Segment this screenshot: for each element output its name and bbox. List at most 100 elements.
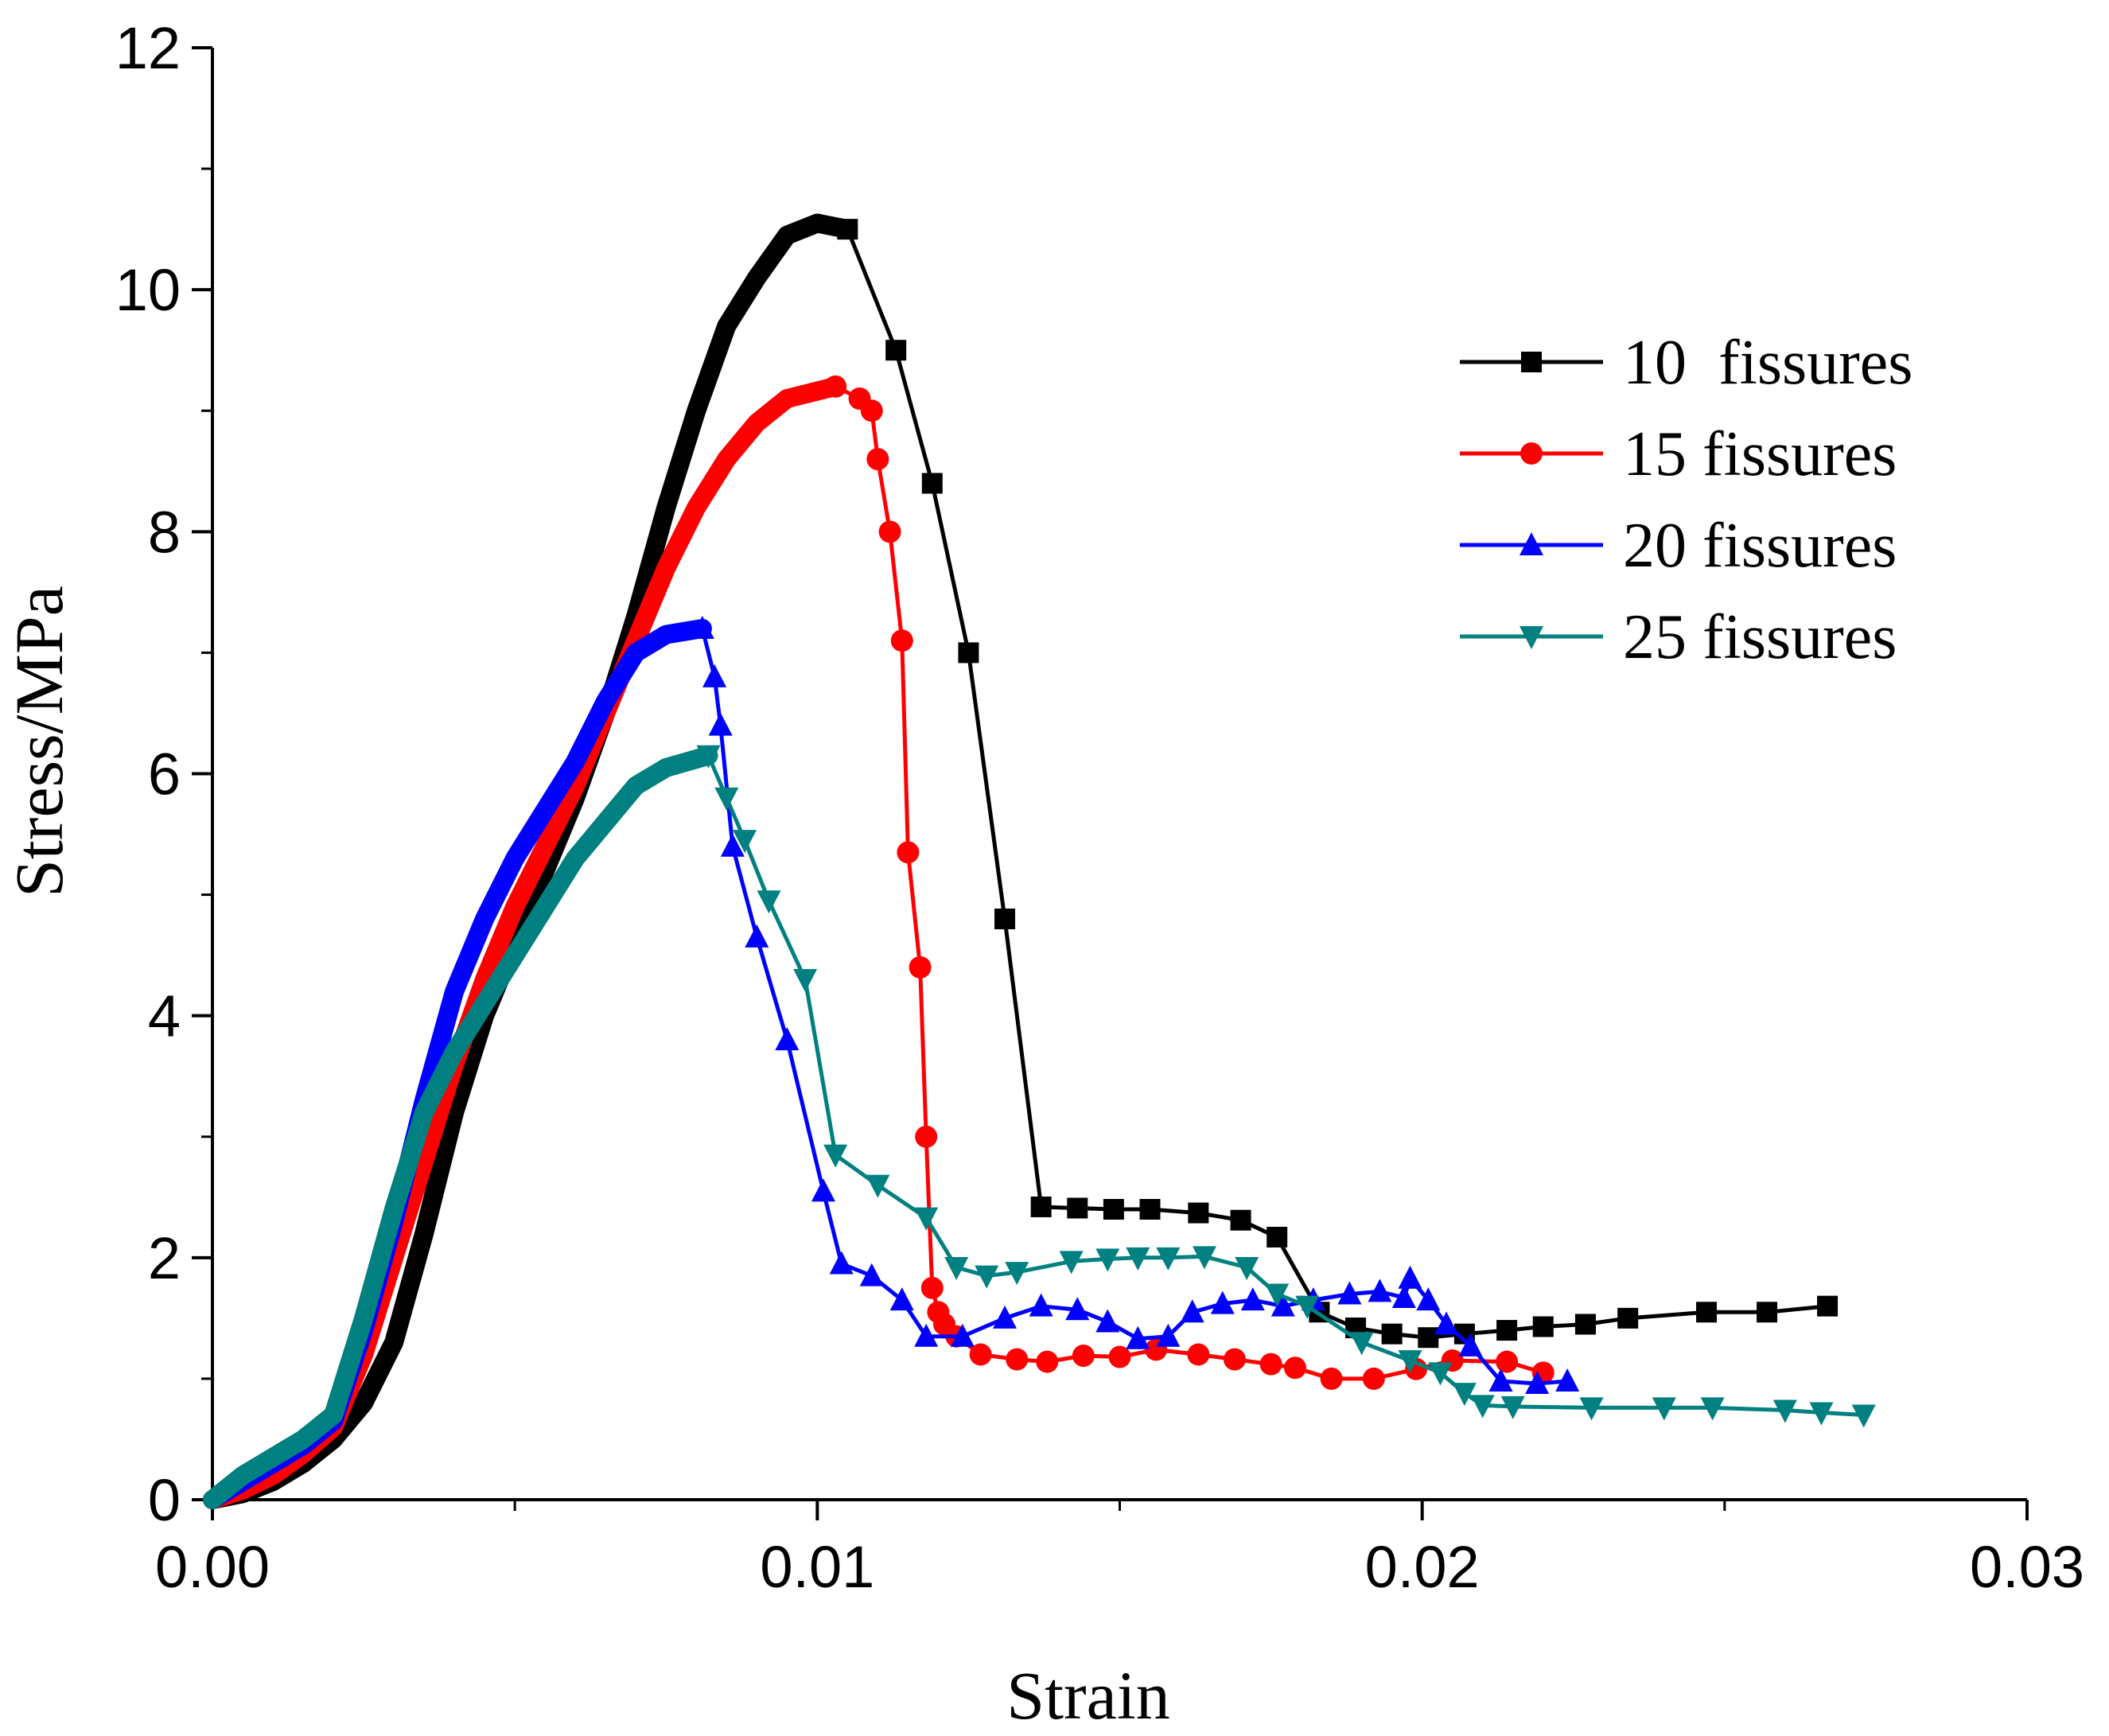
data-point xyxy=(889,1287,914,1311)
data-point xyxy=(1368,1279,1392,1302)
data-point xyxy=(1095,1309,1120,1333)
data-point xyxy=(1006,1348,1029,1371)
data-point xyxy=(1126,1247,1150,1271)
series-4 xyxy=(203,745,1876,1509)
data-point xyxy=(1267,1226,1288,1248)
data-point xyxy=(793,969,818,993)
data-point xyxy=(1434,1311,1459,1335)
y-tick-label: 2 xyxy=(148,1225,181,1291)
data-point xyxy=(866,1174,890,1198)
legend-label: 25 fissures xyxy=(1623,602,1897,672)
y-tick-label: 12 xyxy=(115,15,181,81)
data-point xyxy=(1652,1397,1676,1421)
data-point xyxy=(1555,1368,1580,1392)
data-point xyxy=(885,340,907,361)
data-point xyxy=(1398,1350,1422,1374)
x-tick-label: 0.03 xyxy=(1970,1534,2084,1600)
data-point xyxy=(1851,1404,1876,1428)
data-point xyxy=(1072,1345,1095,1368)
data-point xyxy=(696,745,721,769)
data-point xyxy=(994,909,1016,929)
legend-item: 25 fissures xyxy=(1460,602,1897,672)
data-point xyxy=(915,1125,938,1148)
x-tick-label: 0.01 xyxy=(760,1534,874,1600)
data-point xyxy=(950,1323,975,1347)
series-dense-band xyxy=(203,745,718,1509)
data-point xyxy=(1700,1397,1725,1421)
data-point xyxy=(1103,1199,1124,1220)
data-point xyxy=(878,520,901,543)
data-point xyxy=(969,1343,992,1366)
data-point xyxy=(1809,1402,1834,1426)
data-point xyxy=(914,1207,939,1231)
x-tick-label: 0.00 xyxy=(155,1534,270,1600)
y-tick-label: 8 xyxy=(148,499,181,565)
data-point xyxy=(1030,1196,1052,1217)
data-point xyxy=(920,1276,944,1299)
x-tick-label: 0.02 xyxy=(1365,1534,1480,1600)
data-point xyxy=(859,1263,884,1286)
data-point xyxy=(1156,1247,1181,1271)
data-point xyxy=(1235,1257,1259,1280)
data-point xyxy=(1696,1302,1718,1323)
data-point xyxy=(1108,1345,1131,1368)
legend-marker xyxy=(1520,442,1543,465)
data-point xyxy=(702,664,727,687)
data-point xyxy=(1265,1283,1290,1307)
data-point xyxy=(1532,1316,1554,1337)
data-point xyxy=(1458,1333,1483,1356)
data-point xyxy=(745,924,769,948)
data-point xyxy=(921,473,943,494)
data-point xyxy=(1139,1199,1161,1220)
data-point xyxy=(1095,1248,1120,1272)
data-point xyxy=(1295,1295,1320,1319)
data-point xyxy=(733,830,757,854)
data-point xyxy=(1067,1197,1088,1219)
data-point xyxy=(909,956,932,979)
data-point xyxy=(1391,1285,1416,1309)
data-point xyxy=(890,629,913,652)
data-point xyxy=(944,1257,969,1280)
data-point xyxy=(823,1144,848,1168)
legend-marker xyxy=(1519,626,1543,649)
legend-item: 20 fissures xyxy=(1460,511,1897,581)
data-point xyxy=(1337,1281,1362,1305)
data-point xyxy=(1349,1332,1374,1356)
data-point xyxy=(1772,1399,1797,1423)
data-point xyxy=(914,1323,939,1347)
legend: 10 fissures 15 fissures 20 fissures 25 fiss… xyxy=(1460,328,1912,672)
data-point xyxy=(1579,1397,1604,1421)
data-point xyxy=(1270,1293,1295,1317)
y-tick-label: 6 xyxy=(148,741,181,808)
data-point xyxy=(1192,1246,1216,1270)
data-point xyxy=(1320,1367,1343,1390)
data-point xyxy=(1240,1287,1265,1311)
data-point xyxy=(1525,1371,1550,1394)
data-point xyxy=(1362,1367,1385,1390)
data-point xyxy=(1757,1302,1778,1323)
data-point xyxy=(1230,1209,1251,1231)
data-point xyxy=(1259,1353,1282,1376)
data-point xyxy=(958,642,979,664)
data-point xyxy=(829,1251,854,1275)
data-point xyxy=(1005,1262,1029,1286)
x-axis-title: Strain xyxy=(1006,1657,1169,1734)
data-point xyxy=(1470,1395,1495,1419)
data-point xyxy=(1452,1383,1477,1407)
data-point xyxy=(775,1027,800,1051)
y-tick-label: 0 xyxy=(148,1467,181,1533)
data-point xyxy=(1059,1251,1084,1275)
data-point xyxy=(1574,1314,1596,1335)
data-point xyxy=(757,890,781,914)
legend-label: 10 fissures xyxy=(1623,328,1912,398)
data-point xyxy=(824,375,847,398)
legend-item: 10 fissures xyxy=(1460,328,1912,398)
data-point xyxy=(1428,1362,1453,1386)
data-point xyxy=(1817,1295,1839,1317)
data-point xyxy=(837,219,858,240)
data-point xyxy=(1188,1202,1209,1224)
legend-label: 20 fissures xyxy=(1623,511,1897,581)
data-point xyxy=(1418,1327,1439,1349)
plot-series xyxy=(203,213,1876,1509)
